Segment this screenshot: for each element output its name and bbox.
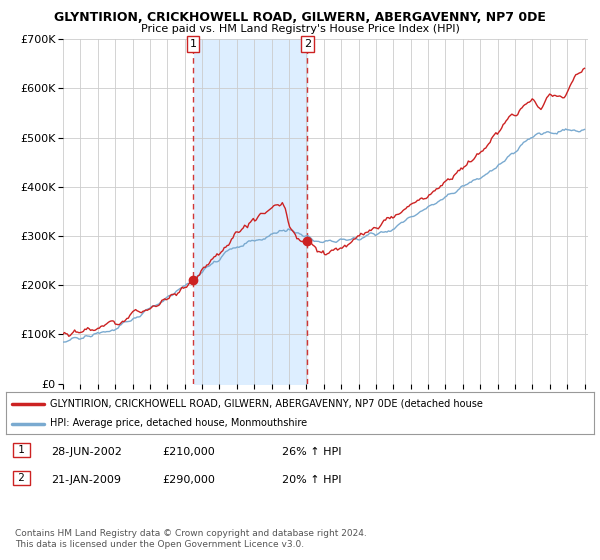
Text: 26% ↑ HPI: 26% ↑ HPI bbox=[282, 447, 341, 458]
Text: 1: 1 bbox=[15, 445, 28, 455]
Text: £210,000: £210,000 bbox=[162, 447, 215, 458]
Text: 2: 2 bbox=[304, 39, 311, 49]
Text: HPI: Average price, detached house, Monmouthshire: HPI: Average price, detached house, Monm… bbox=[50, 418, 307, 428]
Text: £290,000: £290,000 bbox=[162, 475, 215, 486]
Text: GLYNTIRION, CRICKHOWELL ROAD, GILWERN, ABERGAVENNY, NP7 0DE (detached house: GLYNTIRION, CRICKHOWELL ROAD, GILWERN, A… bbox=[50, 399, 483, 409]
Text: Contains HM Land Registry data © Crown copyright and database right 2024.
This d: Contains HM Land Registry data © Crown c… bbox=[15, 529, 367, 549]
Text: 1: 1 bbox=[190, 39, 197, 49]
Text: 2: 2 bbox=[15, 473, 28, 483]
Text: 28-JUN-2002: 28-JUN-2002 bbox=[51, 447, 122, 458]
Text: 20% ↑ HPI: 20% ↑ HPI bbox=[282, 475, 341, 486]
Text: 21-JAN-2009: 21-JAN-2009 bbox=[51, 475, 121, 486]
Text: GLYNTIRION, CRICKHOWELL ROAD, GILWERN, ABERGAVENNY, NP7 0DE: GLYNTIRION, CRICKHOWELL ROAD, GILWERN, A… bbox=[54, 11, 546, 24]
Text: Price paid vs. HM Land Registry's House Price Index (HPI): Price paid vs. HM Land Registry's House … bbox=[140, 24, 460, 34]
